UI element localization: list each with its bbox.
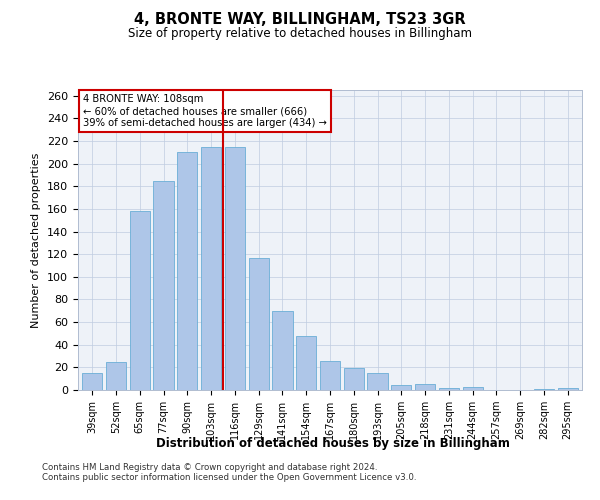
Bar [154,180,173,390]
Text: Size of property relative to detached houses in Billingham: Size of property relative to detached ho… [128,28,472,40]
Bar [177,152,197,390]
Bar [320,360,340,390]
Bar [225,146,245,390]
Bar [415,384,435,390]
Bar [344,368,364,390]
Text: Contains HM Land Registry data © Crown copyright and database right 2024.: Contains HM Land Registry data © Crown c… [42,464,377,472]
Bar [248,258,269,390]
Bar [82,373,103,390]
Text: 4, BRONTE WAY, BILLINGHAM, TS23 3GR: 4, BRONTE WAY, BILLINGHAM, TS23 3GR [134,12,466,28]
Bar [557,388,578,390]
Y-axis label: Number of detached properties: Number of detached properties [31,152,41,328]
Bar [463,386,483,390]
Bar [534,389,554,390]
Bar [439,388,459,390]
Bar [130,211,150,390]
Bar [106,362,126,390]
Bar [272,311,293,390]
Bar [391,386,412,390]
Text: Distribution of detached houses by size in Billingham: Distribution of detached houses by size … [156,438,510,450]
Text: Contains public sector information licensed under the Open Government Licence v3: Contains public sector information licen… [42,474,416,482]
Text: 4 BRONTE WAY: 108sqm
← 60% of detached houses are smaller (666)
39% of semi-deta: 4 BRONTE WAY: 108sqm ← 60% of detached h… [83,94,327,128]
Bar [201,146,221,390]
Bar [367,373,388,390]
Bar [296,336,316,390]
